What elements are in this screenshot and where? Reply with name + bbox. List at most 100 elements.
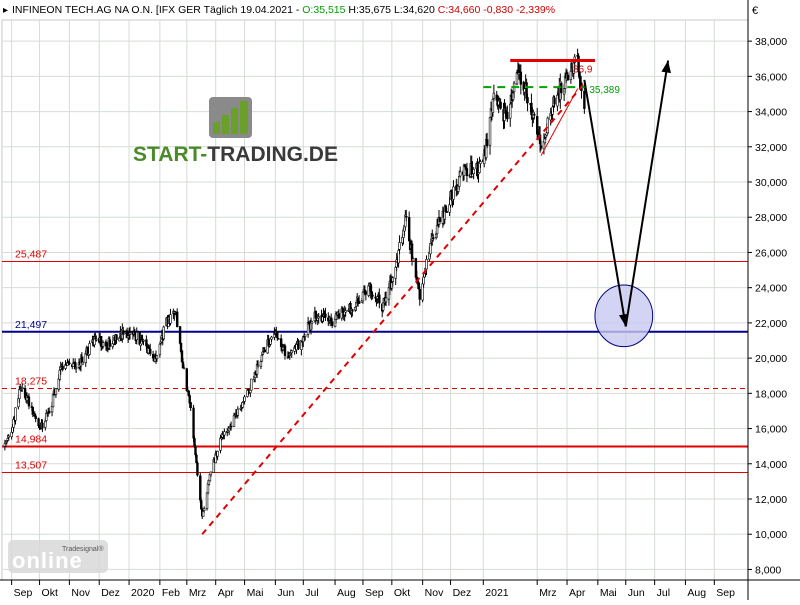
candle-body [205, 492, 209, 509]
candle-body [425, 259, 428, 270]
candle-body [324, 313, 327, 318]
collapse-icon[interactable]: ▸ [3, 5, 8, 16]
x-tick-label: Mrz [189, 587, 207, 599]
candle-body [432, 237, 435, 240]
candle-body [14, 407, 17, 421]
candle-body [202, 508, 206, 511]
candle-body [47, 411, 51, 414]
x-tick-label: Sep [365, 587, 384, 599]
candle-body [155, 355, 159, 360]
candle-body [158, 343, 162, 355]
currency-label: € [752, 5, 758, 17]
candle-body [391, 277, 395, 282]
candle-body [268, 344, 271, 347]
candle-body [314, 310, 318, 319]
candle-body [506, 112, 509, 120]
candle-body [288, 353, 292, 356]
candle-body [196, 462, 199, 476]
x-tick-label: Jul [657, 587, 670, 599]
wedge-line [540, 88, 579, 156]
candle-body [115, 334, 118, 340]
candle-body [189, 402, 192, 409]
svg-text:START-TRADING.DE: START-TRADING.DE [133, 143, 338, 166]
candle-body [223, 431, 226, 436]
candle-body [283, 345, 287, 356]
candles [3, 48, 586, 520]
logo-icon-bar-2 [222, 115, 229, 134]
candle-body [201, 510, 205, 517]
y-tick-label: 10,000 [755, 529, 787, 541]
candle-body [405, 215, 408, 218]
candle-body [523, 88, 526, 93]
instrument-name: INFINEON TECH.AG NA O.N. [IFX GER [12, 4, 201, 16]
candle-body [68, 362, 71, 365]
candle-body [199, 475, 202, 501]
logo-text-domain: TRADING.DE [207, 143, 338, 166]
y-tick-label: 24,000 [755, 283, 787, 295]
level-label: 14,984 [15, 433, 47, 445]
candle-body [304, 334, 307, 337]
candle-body [61, 365, 64, 370]
quote-high: H:35,675 [348, 4, 391, 16]
candle-body [397, 250, 400, 264]
logo-icon-bar-1 [213, 122, 220, 134]
candle-body [122, 330, 125, 335]
quote-open: O:35,515 [302, 4, 345, 16]
quote-low: L:34,620 [394, 4, 435, 16]
y-tick-label: 36,000 [755, 71, 787, 83]
candle-body [488, 117, 492, 146]
quote-date: 19.04.2021 [240, 4, 293, 16]
candle-body [398, 242, 401, 250]
candle-body [491, 99, 495, 113]
x-tick-label: 2021 [485, 587, 509, 599]
candle-body [263, 349, 266, 353]
resistance-label: 36,9 [573, 65, 593, 76]
x-tick-label: Apr [218, 587, 235, 599]
candle-body [297, 340, 300, 350]
candle-body [7, 435, 10, 438]
candle-body [51, 394, 55, 408]
candle-body [276, 331, 279, 339]
candle-body [54, 388, 58, 395]
level-label: 18,275 [15, 375, 47, 387]
candle-body [277, 338, 280, 340]
candle-body [34, 415, 37, 420]
candle-body [344, 310, 347, 313]
candle-body [533, 113, 536, 116]
candle-body [479, 161, 482, 164]
y-tick-label: 14,000 [755, 459, 787, 471]
candle-body [74, 367, 78, 369]
watermark-box [8, 540, 108, 573]
candle-body [411, 258, 415, 262]
candle-body [472, 169, 475, 175]
level-label: 13,507 [15, 459, 47, 471]
annotations: 35,389 36,9 [201, 59, 671, 535]
candle-body [259, 361, 263, 367]
y-tick-label: 34,000 [755, 107, 787, 119]
candle-body [93, 336, 96, 346]
svg-text:INFINEON TECH.AG NA O.N. [IFX: INFINEON TECH.AG NA O.N. [IFX GER Täglic… [12, 4, 555, 16]
candle-body [509, 103, 512, 119]
x-tick-label: Okt [42, 587, 58, 599]
candle-body [543, 138, 547, 144]
candle-body [101, 342, 105, 347]
y-tick-label: 28,000 [755, 212, 787, 224]
candle-body [27, 396, 31, 407]
green-level-label: 35,389 [589, 85, 620, 96]
candle-body [452, 186, 455, 200]
x-tick-label: Okt [394, 587, 410, 599]
y-tick-label: 8,000 [755, 564, 781, 576]
candle-body [95, 338, 98, 341]
interval: Täglich [204, 4, 238, 16]
candle-body [371, 294, 374, 297]
x-tick-label: Mai [247, 587, 264, 599]
candle-body [310, 321, 314, 324]
forecast-arrow-line [583, 79, 627, 327]
candle-body [255, 364, 259, 375]
candle-body [142, 339, 145, 342]
candle-body [470, 161, 473, 176]
candle-body [337, 313, 341, 319]
candle-body [484, 138, 488, 158]
